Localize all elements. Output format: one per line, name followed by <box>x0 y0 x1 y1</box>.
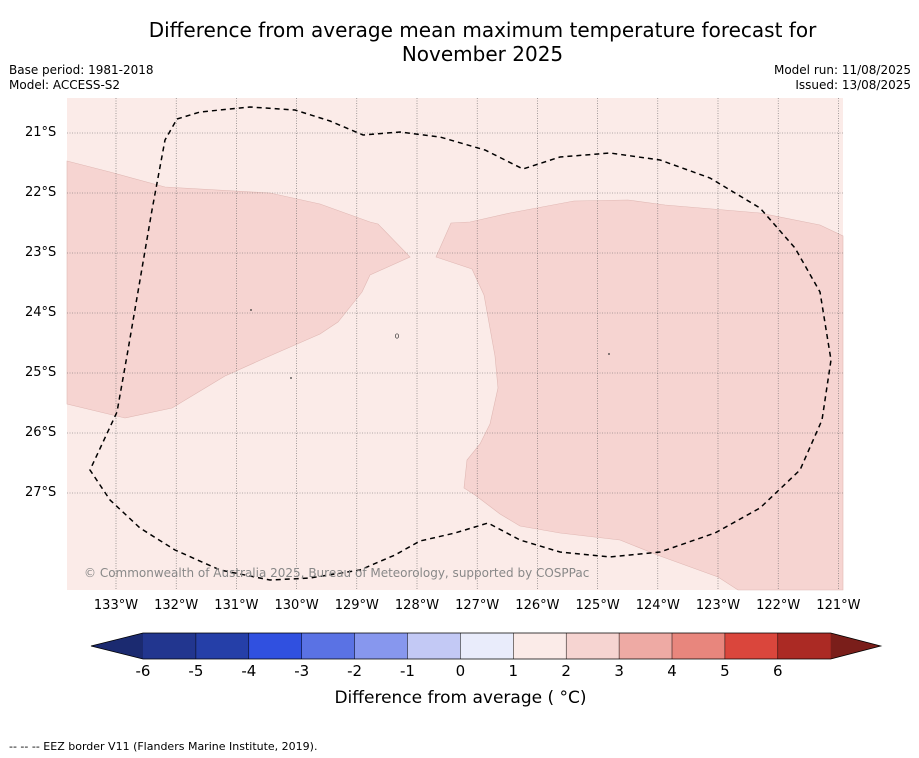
anomaly-region-east <box>435 199 844 591</box>
longitude-label: 132°W <box>154 598 199 613</box>
latitude-label: 24°S <box>25 305 57 320</box>
model-name: Model: ACCESS-S2 <box>9 78 121 92</box>
latitude-label: 26°S <box>25 425 57 440</box>
colorbar-tick-label: -2 <box>347 662 363 680</box>
anomaly-region-west <box>66 160 411 419</box>
longitude-label: 127°W <box>455 598 500 613</box>
colorbar-tick-label: 6 <box>773 662 783 680</box>
issued-date: Issued: 13/08/2025 <box>795 78 911 92</box>
graticule <box>67 98 843 590</box>
map-speck <box>290 377 292 379</box>
colorbar-tick-label: 2 <box>561 662 571 680</box>
longitude-label: 126°W <box>515 598 560 613</box>
map-title: Difference from average mean maximum tem… <box>0 18 919 66</box>
meta-right: Model run: 11/08/2025 Issued: 13/08/2025 <box>774 63 911 93</box>
base-period: Base period: 1981-2018 <box>9 63 154 77</box>
copyright-notice: © Commonwealth of Australia 2025, Bureau… <box>84 566 590 580</box>
model-run: Model run: 11/08/2025 <box>773 63 911 77</box>
longitude-label: 123°W <box>695 598 741 613</box>
map-speck <box>250 309 252 311</box>
longitude-label: 122°W <box>756 598 801 613</box>
colorbar-tick-label: 1 <box>508 662 519 680</box>
colorbar-tick-label: 0 <box>455 662 466 680</box>
colorbar-tick-label: 3 <box>614 662 624 680</box>
longitude-label: 131°W <box>214 598 259 613</box>
latitude-label: 25°S <box>25 365 57 380</box>
map-speck <box>395 333 399 339</box>
longitude-label: 133°W <box>93 598 139 613</box>
latitude-label: 22°S <box>25 185 57 200</box>
longitude-label: 125°W <box>575 598 620 613</box>
colorbar-tick-label: -3 <box>294 662 310 680</box>
latitude-label: 21°S <box>25 125 57 140</box>
colorbar-tick-label: -5 <box>188 662 204 680</box>
colorbar-label: Difference from average ( °C) <box>334 688 587 708</box>
longitude-label: 124°W <box>635 598 680 613</box>
longitude-label: 129°W <box>334 598 379 613</box>
title-line-1: Difference from average mean maximum tem… <box>148 18 817 42</box>
longitude-label: 121°W <box>816 598 861 613</box>
longitude-label: 130°W <box>274 598 319 613</box>
longitude-label: 128°W <box>394 598 440 613</box>
eez-footnote: -- -- -- EEZ border V11 (Flanders Marine… <box>9 740 318 753</box>
colorbar-tick-label: -6 <box>135 662 151 680</box>
title-line-2: November 2025 <box>401 42 564 66</box>
meta-left: Base period: 1981-2018 Model: ACCESS-S2 <box>9 63 154 93</box>
map-speck <box>608 353 610 355</box>
colorbar-tick-label: -4 <box>241 662 257 680</box>
colorbar-tick-label: 4 <box>667 662 677 680</box>
colorbar-tick-label: -1 <box>400 662 415 680</box>
latitude-label: 27°S <box>25 485 57 500</box>
colorbar-tick-label: 5 <box>720 662 730 680</box>
latitude-label: 23°S <box>25 245 57 260</box>
map-canvas <box>66 98 844 591</box>
